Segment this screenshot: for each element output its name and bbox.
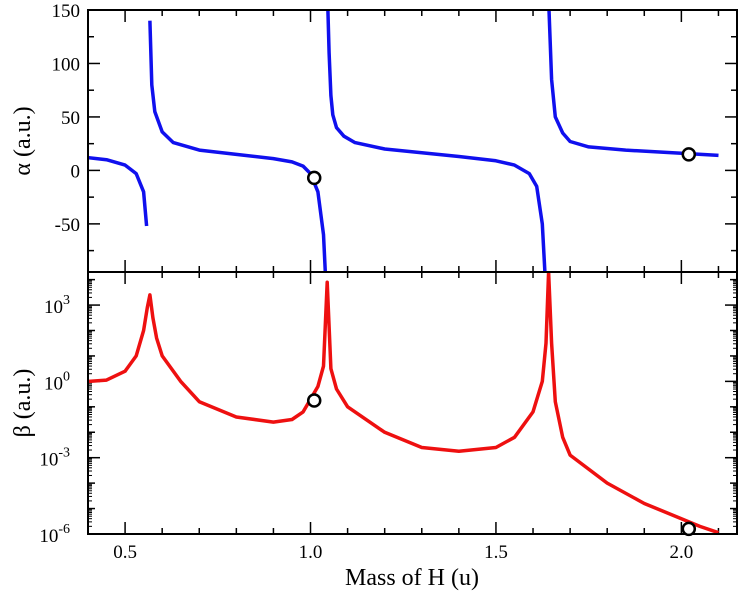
beta-y-tick-label: 10-6 — [39, 522, 70, 547]
alpha-branch-1-line — [89, 155, 149, 227]
alpha-y-tick-label: 0 — [71, 161, 81, 182]
x-tick-label: 1.5 — [484, 542, 508, 563]
alpha-axis-title: α (a.u.) — [10, 106, 36, 175]
alpha-y-tick-label: 50 — [61, 108, 80, 129]
x-tick-label: 1.0 — [299, 542, 323, 563]
beta-plot-frame — [87, 271, 738, 535]
beta-series — [89, 273, 720, 533]
x-tick-label: 2.0 — [669, 542, 693, 563]
beta-marker-2 — [681, 521, 697, 537]
alpha-marker-1 — [306, 170, 322, 186]
beta-ticks — [88, 272, 737, 535]
alpha-branch-4-line — [547, 11, 719, 158]
beta-markers — [306, 393, 697, 537]
alpha-y-tick-label: -50 — [55, 215, 80, 236]
beta-line — [89, 273, 720, 533]
beta-y-tick-label: 103 — [44, 293, 70, 318]
alpha-plot-frame — [87, 9, 738, 273]
beta-panel: 0.5 1.0 1.5 2.0 10-6 10-3 100 103 β (a.u.) — [10, 271, 738, 563]
alpha-branch-2-line — [148, 20, 328, 271]
alpha-ticks — [88, 9, 737, 272]
x-tick-label: 0.5 — [113, 542, 137, 563]
alpha-panel: -50 0 50 100 150 α (a.u.) — [10, 1, 738, 273]
beta-axis-title: β (a.u.) — [10, 369, 36, 438]
alpha-series — [89, 11, 719, 271]
beta-y-tick-label: 100 — [44, 369, 70, 394]
alpha-y-tick-label: 100 — [52, 54, 81, 75]
alpha-y-tick-label: 150 — [52, 1, 81, 22]
beta-y-tick-label: 10-3 — [39, 446, 70, 471]
alpha-branch-3-line — [326, 11, 547, 271]
beta-tick-labels: 0.5 1.0 1.5 2.0 10-6 10-3 100 103 — [39, 293, 693, 563]
alpha-markers — [306, 147, 697, 186]
x-axis-title: Mass of H (u) — [345, 565, 479, 591]
alpha-marker-2 — [681, 147, 697, 162]
beta-marker-1 — [306, 393, 322, 408]
alpha-tick-labels: -50 0 50 100 150 — [52, 1, 81, 236]
